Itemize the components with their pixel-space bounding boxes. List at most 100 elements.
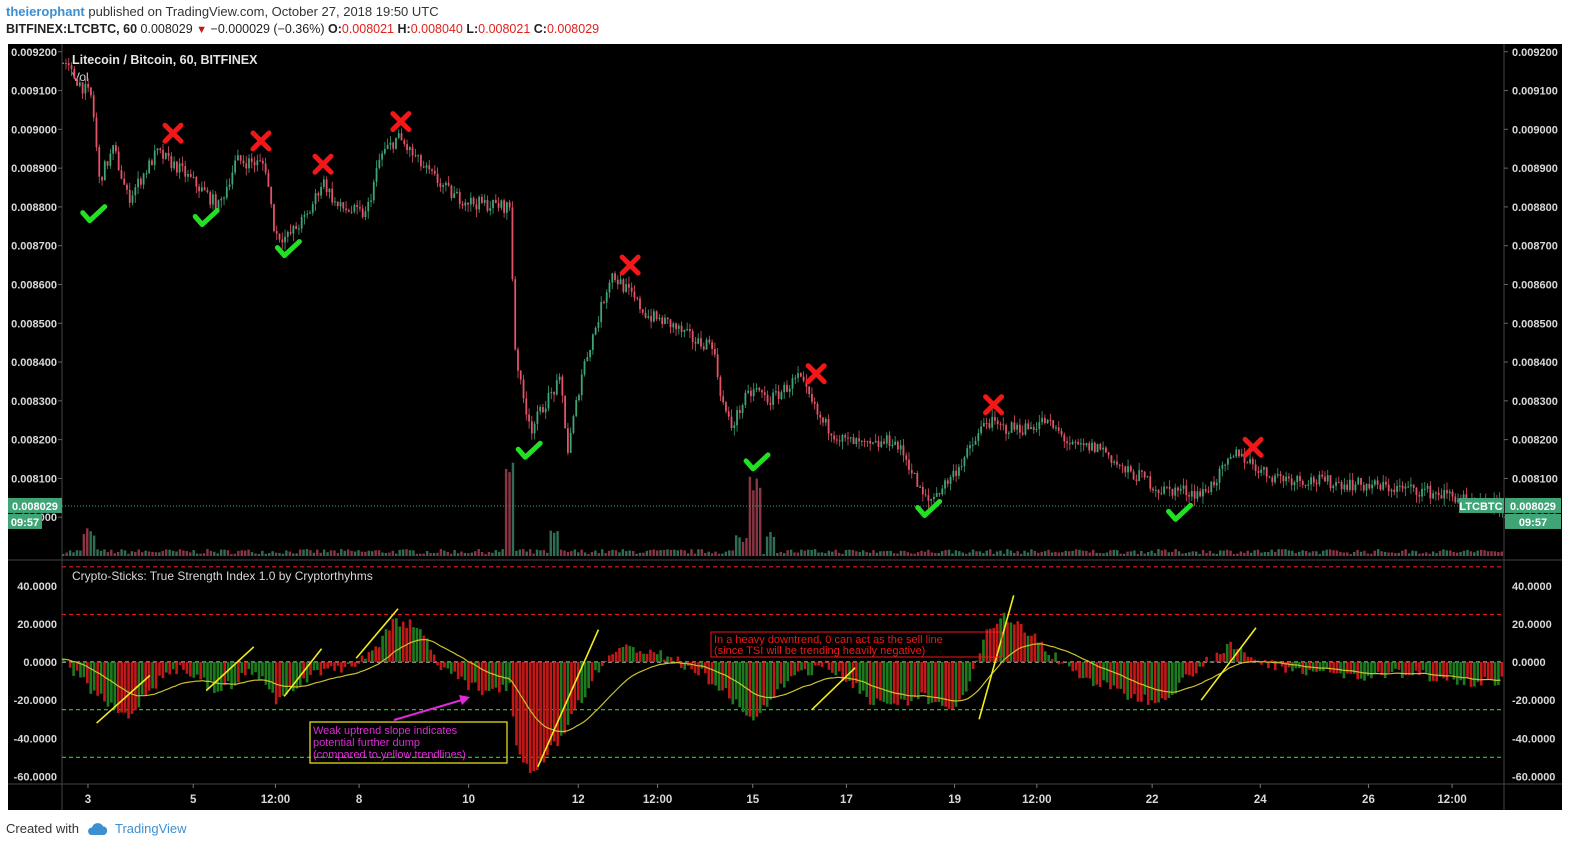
candle-body bbox=[705, 339, 708, 350]
candle-body bbox=[880, 441, 883, 447]
volume-bar bbox=[755, 478, 758, 556]
tsi-bar bbox=[532, 662, 535, 772]
candle-body bbox=[1132, 471, 1135, 480]
volume-bar bbox=[62, 553, 65, 556]
tsi-bar bbox=[1383, 662, 1387, 679]
candle-body bbox=[883, 441, 885, 444]
candle-body bbox=[944, 480, 946, 489]
y-tick-label-left: 0.008800 bbox=[11, 202, 57, 214]
tsi-bar bbox=[813, 662, 817, 666]
volume-bar bbox=[824, 553, 827, 556]
candle-body bbox=[417, 155, 420, 157]
tsi-bar bbox=[1225, 643, 1229, 663]
tsi-bar bbox=[1057, 662, 1061, 665]
volume-bar bbox=[958, 551, 961, 556]
tsi-bar bbox=[666, 656, 669, 663]
volume-bar bbox=[1243, 552, 1246, 556]
candle-body bbox=[1232, 456, 1235, 458]
candle-body bbox=[444, 182, 447, 186]
candle-body bbox=[525, 398, 528, 415]
volume-bar bbox=[934, 552, 937, 556]
volume-bar bbox=[1246, 550, 1249, 556]
tsi-tick-left: 20.0000 bbox=[17, 619, 57, 631]
volume-bar bbox=[762, 553, 765, 556]
candle-body bbox=[131, 195, 134, 203]
candle-body bbox=[569, 432, 572, 453]
candle-body bbox=[503, 200, 506, 213]
candle-body bbox=[877, 440, 880, 447]
trendline bbox=[537, 629, 600, 768]
candle-body bbox=[1274, 475, 1276, 483]
volume-bar bbox=[233, 553, 237, 556]
tsi-bar bbox=[786, 662, 790, 682]
volume-bar bbox=[1373, 550, 1376, 556]
volume-bar bbox=[1037, 552, 1040, 556]
volume-bar bbox=[494, 550, 498, 556]
volume-bar bbox=[1009, 550, 1013, 556]
tsi-bar bbox=[1122, 662, 1126, 694]
volume-bar bbox=[371, 551, 374, 556]
tsi-bar bbox=[322, 662, 326, 669]
candle-body bbox=[799, 373, 802, 377]
candle-body bbox=[933, 496, 935, 499]
candle-body bbox=[633, 291, 636, 298]
candle-body bbox=[173, 161, 176, 169]
candle-body bbox=[270, 186, 273, 205]
tsi-bar bbox=[992, 627, 996, 663]
volume-bar bbox=[1401, 550, 1404, 556]
candle-body bbox=[1282, 476, 1285, 482]
candle-body bbox=[1293, 482, 1296, 486]
tsi-bar bbox=[1449, 662, 1452, 675]
volume-bar bbox=[741, 541, 745, 556]
volume-bar bbox=[1140, 550, 1143, 556]
tsi-bar bbox=[635, 652, 638, 663]
candle-body bbox=[1426, 485, 1429, 489]
tsi-bar bbox=[587, 662, 590, 689]
tsi-bar bbox=[298, 662, 302, 686]
volume-bar bbox=[748, 476, 752, 556]
tsi-bar bbox=[326, 662, 329, 669]
candle-body bbox=[1082, 443, 1085, 446]
volume-bar bbox=[1366, 553, 1370, 556]
volume-bar bbox=[151, 551, 154, 556]
candle-body bbox=[1152, 488, 1154, 491]
volume-bar bbox=[913, 553, 916, 556]
tsi-bar bbox=[731, 662, 735, 705]
volume-bar bbox=[573, 549, 576, 556]
candle-body bbox=[328, 188, 331, 193]
candle-body bbox=[1104, 447, 1107, 453]
tsi-bar bbox=[868, 662, 872, 705]
volume-bar bbox=[1253, 550, 1256, 556]
publish-info: theierophant published on TradingView.co… bbox=[6, 4, 439, 19]
volume-bar bbox=[944, 550, 947, 556]
candle-body bbox=[414, 155, 417, 157]
candle-body bbox=[536, 411, 539, 424]
candle-body bbox=[677, 325, 680, 329]
candle-body bbox=[220, 198, 223, 201]
candle-body bbox=[872, 442, 874, 444]
volume-bar bbox=[1043, 551, 1047, 556]
candle-body bbox=[1030, 427, 1032, 430]
candle-body bbox=[1032, 427, 1035, 430]
tsi-bar bbox=[446, 662, 450, 669]
tsi-bar bbox=[1270, 660, 1274, 663]
candle-body bbox=[1351, 479, 1354, 491]
tsi-bar bbox=[1404, 662, 1408, 676]
candle-body bbox=[1204, 489, 1207, 492]
sell-cross-icon bbox=[805, 363, 827, 385]
volume-bar bbox=[1112, 549, 1116, 556]
candle-body bbox=[863, 440, 866, 442]
tsi-bar bbox=[99, 662, 103, 694]
tsi-bar bbox=[552, 662, 556, 742]
tsi-bar bbox=[577, 662, 580, 701]
volume-bar bbox=[1428, 553, 1431, 556]
volume-bar bbox=[110, 549, 113, 556]
last-price-badge-left bbox=[8, 497, 62, 513]
tradingview-link[interactable]: TradingView bbox=[114, 821, 187, 836]
author-link[interactable]: theierophant bbox=[6, 4, 85, 19]
candle-body bbox=[81, 82, 84, 94]
volume-bar bbox=[542, 550, 546, 556]
candle-body bbox=[1412, 484, 1415, 488]
tsi-bar bbox=[508, 662, 511, 684]
